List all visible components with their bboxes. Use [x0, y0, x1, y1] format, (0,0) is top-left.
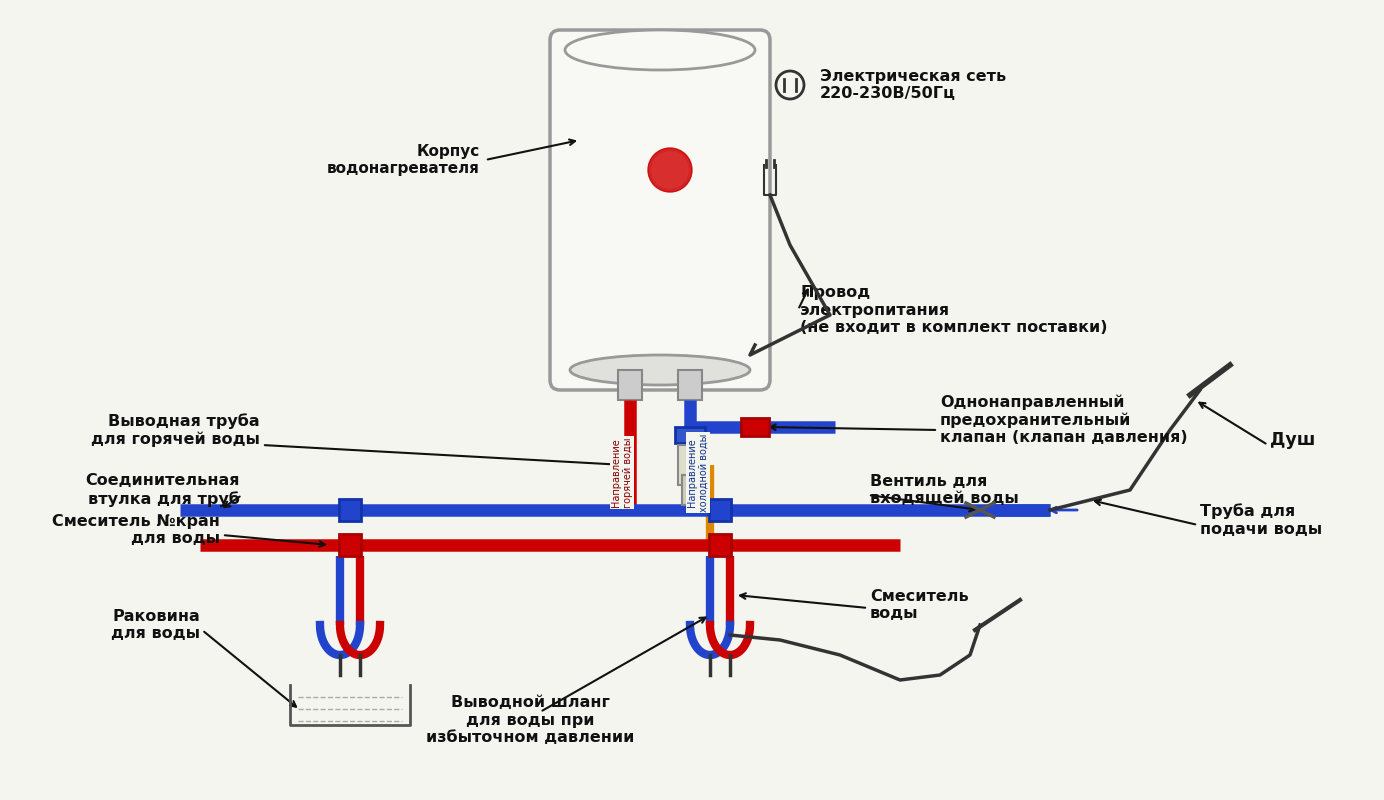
Circle shape [648, 148, 692, 192]
Text: Смеситель №кран
для воды: Смеситель №кран для воды [53, 514, 220, 546]
Text: Электрическая сеть
220-230В/50Гц: Электрическая сеть 220-230В/50Гц [819, 69, 1006, 102]
FancyBboxPatch shape [709, 534, 731, 556]
Text: Раковина
для воды: Раковина для воды [111, 609, 201, 642]
FancyBboxPatch shape [619, 370, 642, 400]
FancyBboxPatch shape [678, 445, 702, 485]
FancyBboxPatch shape [709, 499, 731, 521]
Text: Смеситель
воды: Смеситель воды [871, 589, 969, 621]
FancyBboxPatch shape [549, 30, 770, 390]
FancyBboxPatch shape [678, 370, 702, 400]
Text: Соединительная
втулка для труб: Соединительная втулка для труб [86, 474, 239, 506]
Text: Направление
холодной воды: Направление холодной воды [688, 434, 709, 512]
FancyBboxPatch shape [675, 427, 704, 443]
Text: Корпус
водонагревателя: Корпус водонагревателя [327, 144, 480, 176]
Text: Провод
электропитания
(не входит в комплект поставки): Провод электропитания (не входит в компл… [800, 285, 1107, 335]
Text: Выводная труба
для горячей воды: Выводная труба для горячей воды [91, 413, 260, 447]
FancyBboxPatch shape [740, 418, 770, 436]
FancyBboxPatch shape [682, 475, 698, 505]
Ellipse shape [565, 30, 756, 70]
Text: Душ: Душ [1271, 431, 1315, 449]
Circle shape [652, 152, 688, 188]
Ellipse shape [570, 355, 750, 385]
FancyBboxPatch shape [339, 499, 361, 521]
Text: Направление
горячей воды: Направление горячей воды [612, 438, 632, 508]
Text: Вентиль для
входящей воды: Вентиль для входящей воды [871, 474, 1019, 506]
Text: Однонаправленный
предохранительный
клапан (клапан давления): Однонаправленный предохранительный клапа… [940, 394, 1187, 446]
Text: Выводной шланг
для воды при
избыточном давлении: Выводной шланг для воды при избыточном д… [426, 695, 634, 745]
Text: Труба для
подачи воды: Труба для подачи воды [1200, 503, 1322, 537]
FancyBboxPatch shape [339, 534, 361, 556]
